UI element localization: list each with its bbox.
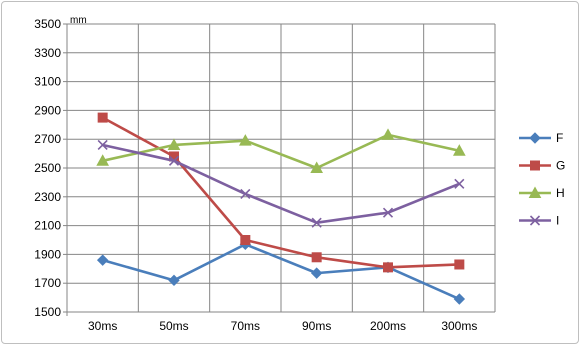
legend-item-F: F [519,131,563,145]
series-H [96,128,466,173]
x-tick-label: 300ms [441,319,477,333]
data-point-G [97,112,108,123]
legend-item-H: H [519,186,565,200]
legend-label: F [556,131,563,145]
y-tick-label: 2700 [34,132,61,146]
legend-item-G: G [519,159,565,173]
y-tick-label: 2500 [34,161,61,175]
data-point-I [97,139,108,151]
data-point-F [453,293,466,305]
data-point-I [382,207,394,218]
data-point-I [168,155,180,166]
series-line-I [102,143,460,225]
data-point-G [530,160,540,171]
y-tick-label: 2900 [34,103,61,117]
data-point-F [529,132,541,144]
x-tick-label: 200ms [370,319,406,333]
y-axis-ticks: 1500 1700 1900 2100 2300 2500 2700 2900 3100 3300… [34,17,67,319]
y-tick-label: 1700 [34,276,61,290]
data-point-H [381,128,395,140]
data-point-H [238,134,252,146]
series-group [96,112,466,305]
data-point-F [168,274,180,287]
data-point-F [96,254,109,266]
x-tick-label: 50ms [159,319,188,333]
y-tick-label: 3300 [34,46,61,60]
y-tick-label: 2100 [34,219,61,233]
data-point-I [311,217,322,228]
x-tick-label: 70ms [231,319,260,333]
legend-label: G [556,159,565,173]
y-tick-label: 1900 [34,247,61,261]
data-point-H [528,186,542,198]
y-tick-label: 3100 [34,75,61,89]
data-point-G [240,235,251,245]
data-point-I [240,188,251,199]
legend-label: H [556,186,565,200]
y-tick-label: 1500 [34,305,61,319]
data-point-G [383,262,393,273]
x-tick-label: 90ms [302,319,331,333]
series-I [97,139,465,228]
y-axis-unit: mm [70,15,87,26]
series-line-F [102,243,460,301]
axes [63,24,495,316]
data-point-G [311,252,322,263]
data-point-G [454,259,465,270]
data-point-H [167,138,181,150]
y-tick-label: 3500 [34,17,61,31]
legend-label: I [556,214,559,228]
series-G [97,112,465,273]
data-point-H [96,154,110,166]
data-point-I [529,215,541,226]
data-point-F [310,267,323,279]
data-point-H [310,161,324,173]
data-point-I [454,178,465,189]
legend-item-I: I [519,214,559,228]
series-line-G [102,116,460,269]
x-axis-ticks: 30ms 50ms 70ms 90ms 200ms 300ms [88,319,477,333]
series-line-H [102,133,460,170]
x-tick-label: 30ms [88,319,117,333]
y-tick-label: 2300 [34,190,61,204]
data-point-H [452,144,466,156]
